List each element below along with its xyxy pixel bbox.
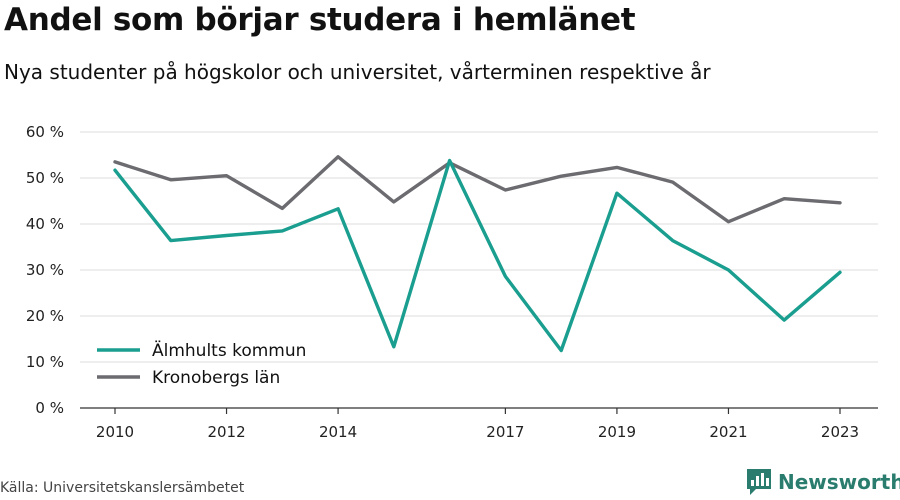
series-lines — [113, 155, 842, 353]
x-tick-label: 2014 — [319, 423, 357, 441]
x-tick-label: 2023 — [821, 423, 859, 441]
y-tick-label: 10 % — [26, 353, 64, 371]
brand-name: Newsworthy — [778, 470, 900, 494]
series-line-almhult — [113, 158, 842, 353]
y-axis-tick-labels: 0 % 10 % 20 % 30 % 40 % 50 % 60 % — [26, 123, 64, 417]
y-tick-label: 20 % — [26, 307, 64, 325]
series-line-kronoberg — [113, 155, 842, 224]
source-note: Källa: Universitetskanslersämbetet — [0, 480, 245, 496]
legend-label: Älmhults kommun — [152, 340, 306, 361]
x-tick-label: 2019 — [598, 423, 636, 441]
y-tick-label: 0 % — [35, 399, 64, 417]
y-tick-label: 50 % — [26, 169, 64, 187]
gridlines — [80, 131, 878, 363]
x-tick-label: 2017 — [486, 423, 524, 441]
x-tick-label: 2012 — [207, 423, 245, 441]
y-tick-label: 60 % — [26, 123, 64, 141]
y-tick-label: 30 % — [26, 261, 64, 279]
chart-subtitle: Nya studenter på högskolor och universit… — [4, 60, 711, 84]
line-chart: 0 % 10 % 20 % 30 % 40 % 50 % 60 % 2010 2012 2014… — [26, 123, 878, 441]
legend: Älmhults kommun Kronobergs län — [97, 340, 306, 388]
x-axis: 2010 2012 2014 2017 2019 2021 2023 — [80, 407, 878, 441]
x-tick-label: 2010 — [96, 423, 134, 441]
y-tick-label: 40 % — [26, 215, 64, 233]
brand-logo: Newsworthy — [746, 468, 900, 496]
chart-title: Andel som börjar studera i hemlänet — [4, 2, 636, 38]
x-tick-label: 2021 — [709, 423, 747, 441]
legend-label: Kronobergs län — [152, 368, 280, 388]
newsworthy-logo-icon — [747, 469, 771, 495]
